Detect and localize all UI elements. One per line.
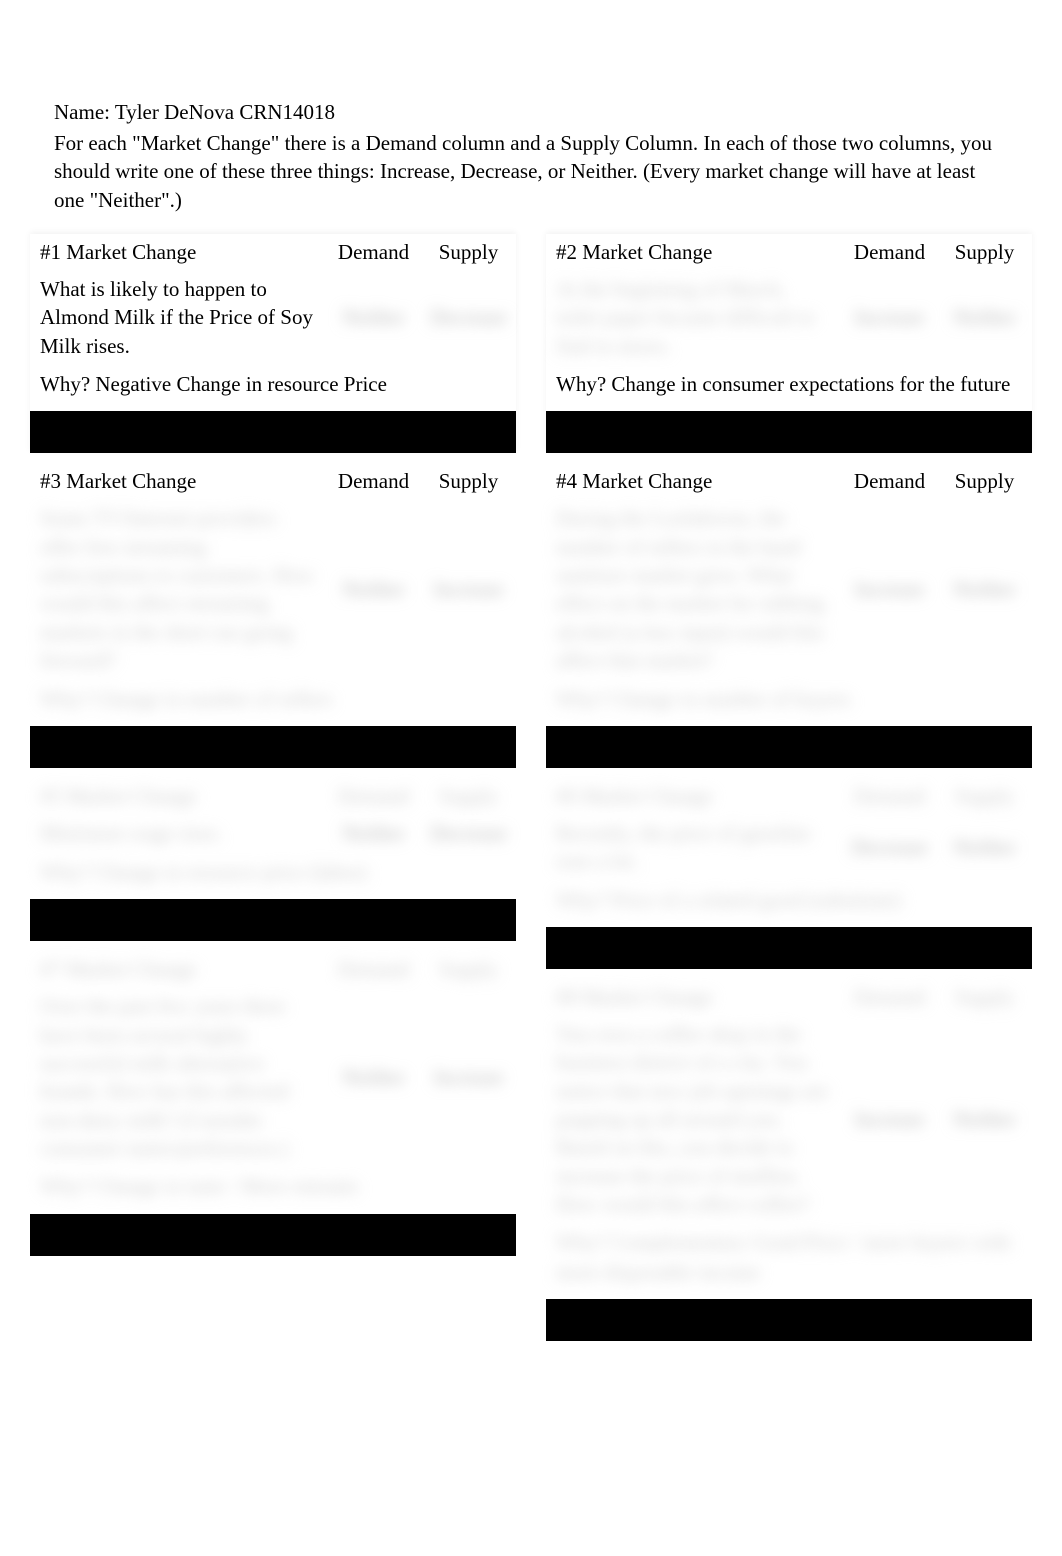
table-header-row: #7 Market Change Demand Supply <box>30 951 516 988</box>
market-change-text: Recently, the price of gasoline rose a l… <box>546 815 842 880</box>
header-market-change: #8 Market Change <box>546 979 842 1016</box>
market-change-text: Minimum wage rises. <box>30 815 326 851</box>
table-header-row: #2 Market Change Demand Supply <box>546 234 1032 271</box>
market-block-6: #6 Market Change Demand Supply Recently,… <box>546 778 1032 969</box>
market-block-4: #4 Market Change Demand Supply During th… <box>546 463 1032 767</box>
table-header-row: #8 Market Change Demand Supply <box>546 979 1032 1016</box>
redaction-bar <box>30 411 516 453</box>
why-row: Why? Change in number of sellers <box>30 679 516 722</box>
table-row: Recently, the price of gasoline rose a l… <box>546 815 1032 880</box>
header-supply: Supply <box>421 234 516 271</box>
header-demand: Demand <box>326 778 421 815</box>
market-change-text: Over the past few years there have been … <box>30 988 326 1166</box>
demand-answer: Increase <box>842 299 937 336</box>
table-header-row: #6 Market Change Demand Supply <box>546 778 1032 815</box>
table-row: Minimum wage rises. Neither Decrease <box>30 815 516 852</box>
supply-answer: Increase <box>421 571 516 608</box>
header-supply: Supply <box>421 778 516 815</box>
redaction-bar <box>30 899 516 941</box>
market-change-text: You own a coffee shop in the business di… <box>546 1016 842 1222</box>
demand-answer: Increase <box>842 571 937 608</box>
table-row: Over the past few years there have been … <box>30 988 516 1166</box>
header-demand: Demand <box>842 234 937 271</box>
demand-answer: Neither <box>326 815 421 852</box>
supply-answer: Neither <box>937 1101 1032 1138</box>
instructions-text: For each "Market Change" there is a Dema… <box>54 129 1008 214</box>
why-row: Why? Change in consumer expectations for… <box>546 364 1032 407</box>
supply-answer: Neither <box>937 829 1032 866</box>
header-market-change: #3 Market Change <box>30 463 326 500</box>
market-block-3: #3 Market Change Demand Supply Some TV/I… <box>30 463 516 767</box>
header-supply: Supply <box>421 951 516 988</box>
supply-answer: Increase <box>421 1059 516 1096</box>
supply-answer: Decrease <box>421 815 516 852</box>
header-supply: Supply <box>421 463 516 500</box>
market-block-1: #1 Market Change Demand Supply What is l… <box>30 234 516 453</box>
table-header-row: #3 Market Change Demand Supply <box>30 463 516 500</box>
header-supply: Supply <box>937 979 1032 1016</box>
header-supply: Supply <box>937 234 1032 271</box>
redaction-bar <box>30 1214 516 1256</box>
table-header-row: #1 Market Change Demand Supply <box>30 234 516 271</box>
header-market-change: #4 Market Change <box>546 463 842 500</box>
header-demand: Demand <box>326 234 421 271</box>
header-demand: Demand <box>842 979 937 1016</box>
why-row: Why? Change in taste / More entrants <box>30 1166 516 1209</box>
right-column: #2 Market Change Demand Supply At the be… <box>546 234 1032 1351</box>
header-supply: Supply <box>937 463 1032 500</box>
header-market-change: #2 Market Change <box>546 234 842 271</box>
header-supply: Supply <box>937 778 1032 815</box>
market-block-2: #2 Market Change Demand Supply At the be… <box>546 234 1032 453</box>
market-block-7: #7 Market Change Demand Supply Over the … <box>30 951 516 1255</box>
redaction-bar <box>30 726 516 768</box>
why-row: Why? Negative Change in resource Price <box>30 364 516 407</box>
header-block: Name: Tyler DeNova CRN14018 For each "Ma… <box>30 100 1032 214</box>
market-change-text: What is likely to happen to Almond Milk … <box>30 271 326 364</box>
supply-answer: Neither <box>937 299 1032 336</box>
left-column: #1 Market Change Demand Supply What is l… <box>30 234 516 1351</box>
market-change-text: Some TV/Internet providers offer free st… <box>30 500 326 678</box>
why-row: Why? Complementary Good Price / more buy… <box>546 1222 1032 1295</box>
demand-answer: Decrease <box>842 829 937 866</box>
worksheet-page: Name: Tyler DeNova CRN14018 For each "Ma… <box>0 0 1062 1391</box>
header-market-change: #5 Market Change <box>30 778 326 815</box>
header-market-change: #7 Market Change <box>30 951 326 988</box>
redaction-bar <box>546 411 1032 453</box>
table-header-row: #5 Market Change Demand Supply <box>30 778 516 815</box>
why-row: Why? Change in resource price (labor) <box>30 852 516 895</box>
supply-answer: Neither <box>937 571 1032 608</box>
demand-answer: Neither <box>326 1059 421 1096</box>
why-row: Why? Change in number of buyers <box>546 679 1032 722</box>
two-column-layout: #1 Market Change Demand Supply What is l… <box>30 234 1032 1351</box>
market-change-text: During the Lockdowns, the number of sell… <box>546 500 842 678</box>
table-row: What is likely to happen to Almond Milk … <box>30 271 516 364</box>
demand-answer: Neither <box>326 299 421 336</box>
header-demand: Demand <box>326 463 421 500</box>
demand-answer: Neither <box>326 571 421 608</box>
table-row: At the beginning of March, toilet paper … <box>546 271 1032 364</box>
student-name-line: Name: Tyler DeNova CRN14018 <box>54 100 1008 125</box>
why-row: Why? Price of a related good (substitute… <box>546 880 1032 923</box>
supply-answer: Decrease <box>421 299 516 336</box>
header-demand: Demand <box>326 951 421 988</box>
table-row: You own a coffee shop in the business di… <box>546 1016 1032 1222</box>
market-change-text: At the beginning of March, toilet paper … <box>546 271 842 364</box>
header-market-change: #1 Market Change <box>30 234 326 271</box>
market-block-8: #8 Market Change Demand Supply You own a… <box>546 979 1032 1341</box>
redaction-bar <box>546 726 1032 768</box>
table-row: Some TV/Internet providers offer free st… <box>30 500 516 678</box>
demand-answer: Increase <box>842 1101 937 1138</box>
table-header-row: #4 Market Change Demand Supply <box>546 463 1032 500</box>
header-market-change: #6 Market Change <box>546 778 842 815</box>
market-block-5: #5 Market Change Demand Supply Minimum w… <box>30 778 516 941</box>
table-row: During the Lockdowns, the number of sell… <box>546 500 1032 678</box>
header-demand: Demand <box>842 778 937 815</box>
redaction-bar <box>546 927 1032 969</box>
header-demand: Demand <box>842 463 937 500</box>
redaction-bar <box>546 1299 1032 1341</box>
